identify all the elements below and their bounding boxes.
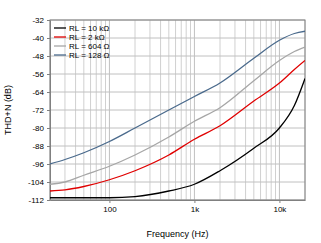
legend-swatch bbox=[54, 27, 66, 28]
y-tick: -88 bbox=[32, 142, 50, 151]
y-tick-label: -104 bbox=[28, 178, 45, 187]
y-tick: -32 bbox=[32, 16, 50, 25]
x-axis-title: Frequency (Hz) bbox=[146, 229, 208, 239]
legend: RL = 10 kΩRL = 2 kΩRL = 604 ΩRL = 128 Ω bbox=[54, 24, 110, 60]
y-tick-label: -96 bbox=[32, 160, 44, 169]
y-tick: -40 bbox=[32, 34, 50, 43]
y-tick-label: -64 bbox=[32, 88, 44, 97]
x-tick-label: 10k bbox=[273, 205, 287, 214]
series-group bbox=[50, 31, 305, 198]
x-tick-label: 1k bbox=[191, 205, 200, 214]
y-tick: -56 bbox=[32, 70, 50, 79]
grid-line bbox=[50, 128, 305, 129]
legend-label: RL = 128 Ω bbox=[69, 51, 110, 60]
legend-entry: RL = 128 Ω bbox=[54, 51, 110, 60]
grid bbox=[50, 20, 305, 200]
y-axis: -112 -104 -96 -88 -80 -72 -64 -56 -48 -40 -32 bbox=[28, 16, 51, 205]
grid-line bbox=[50, 146, 305, 147]
y-tick: -72 bbox=[32, 106, 50, 115]
legend-entry: RL = 10 kΩ bbox=[54, 24, 109, 33]
x-tick-label: 100 bbox=[103, 205, 117, 214]
y-tick-label: -80 bbox=[32, 124, 44, 133]
y-axis-title: THD+N (dB) bbox=[3, 85, 13, 135]
legend-entry: RL = 2 kΩ bbox=[54, 33, 105, 42]
y-tick: -64 bbox=[32, 88, 50, 97]
legend-swatch bbox=[54, 36, 66, 37]
y-tick: -80 bbox=[32, 124, 50, 133]
y-tick: -112 bbox=[29, 196, 50, 205]
y-tick-label: -48 bbox=[32, 52, 44, 61]
plot-frame bbox=[50, 20, 305, 200]
x-tick: 10k bbox=[273, 200, 287, 214]
legend-label: RL = 2 kΩ bbox=[69, 33, 105, 42]
legend-label: RL = 604 Ω bbox=[69, 42, 110, 51]
grid-line bbox=[50, 74, 305, 75]
y-tick: -48 bbox=[32, 52, 50, 61]
grid-line bbox=[50, 164, 305, 165]
x-axis: 100 1k 10k bbox=[51, 200, 306, 214]
legend-swatch bbox=[54, 45, 66, 46]
y-tick-label: -72 bbox=[32, 106, 44, 115]
chart: 100 1k 10k -112 -104 -96 -88 -80 -72 -64 -56 -48 -40… bbox=[0, 0, 321, 243]
series-line bbox=[50, 61, 305, 192]
legend-swatch bbox=[54, 54, 66, 55]
series-line bbox=[50, 47, 305, 184]
y-tick-label: -56 bbox=[32, 70, 44, 79]
y-tick: -96 bbox=[32, 160, 50, 169]
y-tick-label: -112 bbox=[29, 196, 45, 205]
legend-entry: RL = 604 Ω bbox=[54, 42, 110, 51]
y-tick-label: -32 bbox=[32, 16, 44, 25]
plot: 100 1k 10k -112 -104 -96 -88 -80 -72 -64 -56 -48 -40… bbox=[28, 16, 306, 214]
y-tick-label: -40 bbox=[32, 34, 44, 43]
legend-label: RL = 10 kΩ bbox=[69, 24, 109, 33]
grid-line bbox=[50, 182, 305, 183]
x-tick: 1k bbox=[191, 200, 200, 214]
y-tick-label: -88 bbox=[32, 142, 44, 151]
series-line bbox=[50, 79, 305, 198]
grid-line bbox=[50, 110, 305, 111]
y-tick: -104 bbox=[28, 178, 50, 187]
x-tick: 100 bbox=[103, 200, 117, 214]
series-line bbox=[50, 31, 305, 164]
